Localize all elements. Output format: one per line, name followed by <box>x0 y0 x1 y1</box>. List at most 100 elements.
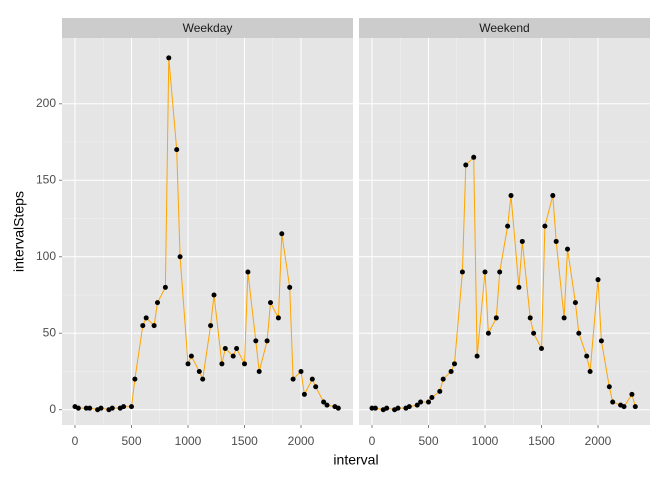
y-tick-label: 0 <box>49 402 56 416</box>
y-tick-label: 100 <box>36 249 56 263</box>
point <box>234 346 240 352</box>
point <box>208 323 214 329</box>
x-axis-label: interval <box>333 452 378 468</box>
point <box>324 402 330 408</box>
point <box>75 405 81 411</box>
strip <box>359 18 650 38</box>
panel <box>62 38 353 425</box>
point <box>287 284 293 290</box>
point <box>414 402 420 408</box>
point <box>463 162 469 168</box>
point <box>200 376 206 382</box>
point <box>519 238 525 244</box>
x-tick-label: 1500 <box>231 434 258 448</box>
point <box>313 384 319 390</box>
point <box>505 223 511 229</box>
point <box>531 330 537 336</box>
point <box>572 300 578 306</box>
point <box>632 404 638 410</box>
point <box>550 193 556 199</box>
x-tick-label: 2000 <box>288 434 315 448</box>
point <box>132 376 138 382</box>
point <box>542 223 548 229</box>
y-axis-label: intervalSteps <box>11 191 27 272</box>
point <box>256 368 262 374</box>
point <box>598 338 604 344</box>
point <box>384 405 390 411</box>
point <box>301 391 307 397</box>
x-tick-label: 0 <box>369 434 376 448</box>
point <box>497 269 503 275</box>
y-tick-label: 200 <box>36 96 56 110</box>
x-tick-label: 500 <box>121 434 141 448</box>
point <box>553 238 559 244</box>
point <box>451 361 457 367</box>
point <box>268 300 274 306</box>
point <box>576 330 582 336</box>
point <box>143 315 149 321</box>
point <box>298 368 304 374</box>
panel <box>359 38 650 425</box>
point <box>177 254 183 260</box>
point <box>264 338 270 344</box>
point <box>98 405 104 411</box>
point <box>230 353 236 359</box>
y-tick-label: 150 <box>36 172 56 186</box>
point <box>219 361 225 367</box>
point <box>448 368 454 374</box>
point <box>109 405 115 411</box>
point <box>437 388 443 394</box>
point <box>471 154 477 160</box>
point <box>406 404 412 410</box>
x-tick-label: 0 <box>72 434 79 448</box>
y-tick-label: 50 <box>43 325 57 339</box>
point <box>245 269 251 275</box>
point <box>162 284 168 290</box>
point <box>166 55 172 61</box>
point <box>185 361 191 367</box>
point <box>482 269 488 275</box>
x-tick-label: 1000 <box>472 434 499 448</box>
point <box>121 404 127 410</box>
point <box>621 404 627 410</box>
point <box>508 193 514 199</box>
point <box>606 384 612 390</box>
point <box>440 376 446 382</box>
strip <box>62 18 353 38</box>
point <box>222 346 228 352</box>
point <box>151 323 157 329</box>
strip-title: Weekday <box>183 21 233 35</box>
point <box>395 405 401 411</box>
point <box>253 338 259 344</box>
point <box>140 323 146 329</box>
point <box>154 300 160 306</box>
point <box>426 399 432 405</box>
point <box>595 277 601 283</box>
point <box>279 231 285 237</box>
point <box>309 376 315 382</box>
point <box>459 269 465 275</box>
point <box>275 315 281 321</box>
point <box>629 391 635 397</box>
point <box>587 368 593 374</box>
point <box>516 284 522 290</box>
x-tick-label: 1500 <box>528 434 555 448</box>
point <box>474 353 480 359</box>
point <box>188 353 194 359</box>
point <box>493 315 499 321</box>
point <box>527 315 533 321</box>
point <box>242 361 248 367</box>
point <box>321 399 327 405</box>
point <box>610 399 616 405</box>
point <box>87 405 93 411</box>
point <box>539 346 545 352</box>
point <box>418 399 424 405</box>
point <box>129 404 135 410</box>
point <box>372 405 378 411</box>
point <box>429 394 435 400</box>
point <box>211 292 217 298</box>
point <box>584 353 590 359</box>
point <box>485 330 491 336</box>
point <box>174 147 180 153</box>
